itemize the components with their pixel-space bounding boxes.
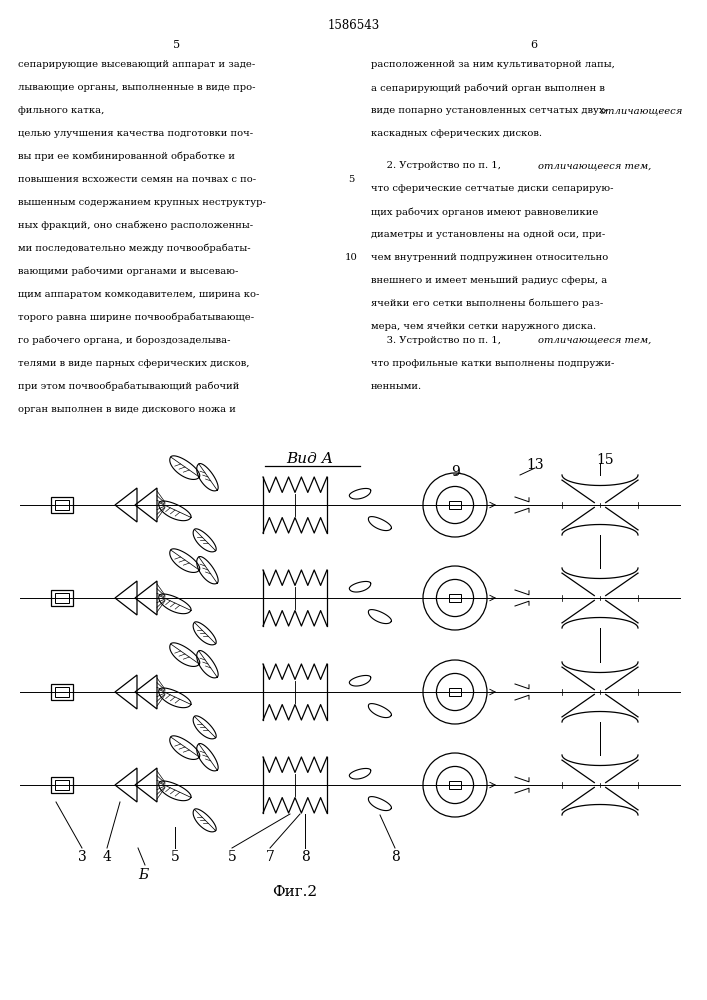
Bar xyxy=(51,684,73,700)
Text: 1586543: 1586543 xyxy=(327,19,380,32)
Text: отличающееся тем,: отличающееся тем, xyxy=(538,161,651,170)
Text: целью улучшения качества подготовки поч-: целью улучшения качества подготовки поч- xyxy=(18,129,253,138)
Text: 9: 9 xyxy=(450,465,460,479)
Text: 7: 7 xyxy=(266,850,274,864)
Text: при этом почвообрабатывающий рабочий: при этом почвообрабатывающий рабочий xyxy=(18,382,239,391)
Text: что профильные катки выполнены подпружи-: что профильные катки выполнены подпружи- xyxy=(371,359,614,368)
Text: ных фракций, оно снабжено расположенны-: ных фракций, оно снабжено расположенны- xyxy=(18,221,253,230)
Text: сепарирующие высевающий аппарат и заде-: сепарирующие высевающий аппарат и заде- xyxy=(18,60,255,69)
Bar xyxy=(55,593,69,603)
Text: вы при ее комбинированной обработке и: вы при ее комбинированной обработке и xyxy=(18,152,235,161)
Text: 15: 15 xyxy=(596,453,614,467)
Text: щих рабочих органов имеют равновеликие: щих рабочих органов имеют равновеликие xyxy=(371,207,599,217)
Text: ячейки его сетки выполнены большего раз-: ячейки его сетки выполнены большего раз- xyxy=(371,299,604,308)
Text: 3. Устройство по п. 1,: 3. Устройство по п. 1, xyxy=(371,336,504,345)
Text: вающими рабочими органами и высеваю-: вающими рабочими органами и высеваю- xyxy=(18,267,238,276)
Text: мера, чем ячейки сетки наружного диска.: мера, чем ячейки сетки наружного диска. xyxy=(371,322,596,331)
Text: 5: 5 xyxy=(173,40,180,50)
Text: 4: 4 xyxy=(103,850,112,864)
Text: лывающие органы, выполненные в виде про-: лывающие органы, выполненные в виде про- xyxy=(18,83,255,92)
Text: 8: 8 xyxy=(300,850,310,864)
Bar xyxy=(449,781,461,789)
Text: орган выполнен в виде дискового ножа и: орган выполнен в виде дискового ножа и xyxy=(18,404,235,414)
Text: 5: 5 xyxy=(170,850,180,864)
Text: 5: 5 xyxy=(348,175,355,184)
Bar xyxy=(449,688,461,696)
Text: фильного катка,: фильного катка, xyxy=(18,106,107,115)
Text: 13: 13 xyxy=(526,458,544,472)
Text: Фиг.2: Фиг.2 xyxy=(272,885,317,899)
Text: что сферические сетчатые диски сепарирую-: что сферические сетчатые диски сепарирую… xyxy=(371,184,614,193)
Text: виде попарно установленных сетчатых двух-: виде попарно установленных сетчатых двух… xyxy=(371,106,608,115)
Bar xyxy=(51,590,73,606)
Text: 2. Устройство по п. 1,: 2. Устройство по п. 1, xyxy=(371,161,504,170)
Text: торого равна ширине почвообрабатывающе-: торого равна ширине почвообрабатывающе- xyxy=(18,313,254,322)
Text: вышенным содержанием крупных неструктур-: вышенным содержанием крупных неструктур- xyxy=(18,198,266,207)
Text: отличающееся: отличающееся xyxy=(600,106,684,115)
Text: щим аппаратом комкодавителем, ширина ко-: щим аппаратом комкодавителем, ширина ко- xyxy=(18,290,259,299)
Bar xyxy=(449,501,461,509)
Bar xyxy=(55,687,69,697)
Text: 10: 10 xyxy=(345,253,358,262)
Text: 8: 8 xyxy=(391,850,399,864)
Bar xyxy=(449,594,461,602)
Text: ненными.: ненными. xyxy=(371,382,422,391)
Text: а сепарирующий рабочий орган выполнен в: а сепарирующий рабочий орган выполнен в xyxy=(371,83,605,93)
Text: ми последовательно между почвообрабаты-: ми последовательно между почвообрабаты- xyxy=(18,244,250,253)
Text: повышения всхожести семян на почвах с по-: повышения всхожести семян на почвах с по… xyxy=(18,175,256,184)
Text: телями в виде парных сферических дисков,: телями в виде парных сферических дисков, xyxy=(18,359,249,368)
Text: 6: 6 xyxy=(530,40,537,50)
Text: 3: 3 xyxy=(78,850,86,864)
Text: 5: 5 xyxy=(228,850,236,864)
Text: внешнего и имеет меньший радиус сферы, а: внешнего и имеет меньший радиус сферы, а xyxy=(371,276,607,285)
Text: отличающееся тем,: отличающееся тем, xyxy=(538,336,651,345)
Bar xyxy=(55,500,69,510)
Text: каскадных сферических дисков.: каскадных сферических дисков. xyxy=(371,129,542,138)
Bar xyxy=(55,780,69,790)
Bar xyxy=(51,777,73,793)
Text: расположенной за ним культиваторной лапы,: расположенной за ним культиваторной лапы… xyxy=(371,60,615,69)
Bar xyxy=(51,497,73,513)
Text: Б: Б xyxy=(138,868,148,882)
Text: го рабочего органа, и бороздозаделыва-: го рабочего органа, и бороздозаделыва- xyxy=(18,336,230,345)
Text: Вид А: Вид А xyxy=(286,452,334,466)
Text: диаметры и установлены на одной оси, при-: диаметры и установлены на одной оси, при… xyxy=(371,230,605,239)
Text: чем внутренний подпружинен относительно: чем внутренний подпружинен относительно xyxy=(371,253,609,262)
